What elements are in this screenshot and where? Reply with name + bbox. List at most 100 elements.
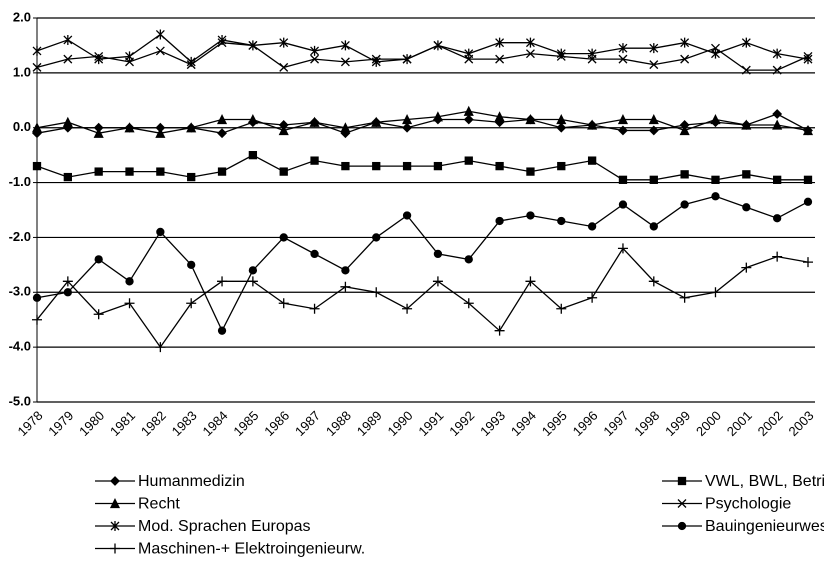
marker: [679, 125, 690, 136]
marker: [587, 222, 597, 231]
marker: [495, 54, 505, 64]
marker: [618, 54, 628, 64]
marker: [587, 292, 598, 303]
marker: [372, 233, 381, 242]
marker: [679, 292, 690, 303]
y-tick-label: -4.0: [9, 339, 31, 354]
marker: [110, 521, 120, 531]
x-tick-label: 1994: [508, 408, 539, 439]
x-tick-label: 1996: [570, 408, 601, 439]
x-tick-label: 1990: [385, 408, 416, 439]
marker: [618, 125, 628, 136]
marker: [310, 45, 320, 56]
marker: [310, 156, 319, 165]
marker: [463, 105, 474, 116]
marker: [217, 167, 227, 176]
marker: [772, 65, 782, 75]
marker: [279, 233, 288, 242]
marker: [125, 277, 134, 286]
marker: [618, 43, 628, 54]
marker: [648, 114, 659, 125]
marker: [155, 46, 165, 56]
marker: [248, 266, 258, 275]
marker: [279, 167, 288, 176]
legend-item: VWL, BWL, Betriebsinformatik: [662, 473, 824, 490]
marker: [155, 127, 166, 138]
x-tick-label: 1989: [354, 408, 385, 439]
x-tick-label: 1987: [292, 408, 323, 439]
marker: [62, 276, 73, 287]
legend-item: Mod. Sprachen Europas: [95, 518, 311, 535]
marker: [617, 243, 628, 254]
marker: [464, 48, 474, 59]
series-line: [36, 33, 809, 63]
marker: [216, 114, 228, 125]
marker: [617, 114, 629, 125]
marker: [32, 161, 42, 171]
y-tick-label: 2.0: [13, 9, 31, 24]
marker: [432, 276, 443, 287]
marker: [556, 48, 566, 59]
marker: [772, 109, 783, 119]
marker: [402, 114, 413, 125]
marker: [710, 114, 721, 125]
legend-label: Bauingenieurwesen: [705, 518, 824, 535]
legend-label: Humanmedizin: [138, 473, 245, 490]
marker: [649, 43, 659, 54]
marker: [402, 303, 413, 314]
marker: [526, 167, 535, 176]
marker: [156, 167, 165, 176]
x-tick-label: 1997: [600, 408, 631, 439]
marker: [525, 49, 535, 59]
x-tick-label: 1991: [415, 408, 446, 439]
marker: [618, 200, 628, 209]
marker: [340, 57, 350, 67]
marker: [773, 214, 782, 223]
marker: [279, 37, 289, 48]
marker: [556, 114, 567, 125]
marker: [125, 167, 134, 176]
marker: [677, 521, 687, 531]
x-tick-label: 2001: [724, 408, 755, 439]
marker: [677, 499, 687, 508]
marker: [341, 161, 350, 171]
marker: [279, 62, 289, 72]
marker: [109, 498, 121, 509]
marker: [587, 119, 598, 130]
x-tick-label: 1995: [539, 408, 570, 439]
marker: [187, 172, 196, 182]
marker: [680, 170, 689, 179]
marker: [557, 161, 566, 171]
marker: [556, 122, 567, 133]
marker: [402, 161, 412, 171]
y-tick-label: 0.0: [13, 119, 31, 134]
marker: [525, 37, 535, 48]
marker: [187, 260, 196, 270]
marker: [677, 476, 687, 486]
marker: [803, 257, 813, 268]
marker: [803, 197, 813, 206]
marker: [32, 314, 42, 325]
legend-label: Mod. Sprachen Europas: [138, 518, 311, 535]
marker: [156, 227, 165, 237]
marker: [186, 122, 197, 133]
legend-item: Psychologie: [662, 496, 791, 513]
x-tick-label: 1981: [107, 408, 138, 439]
marker: [402, 122, 412, 133]
marker: [63, 288, 72, 297]
x-tick-label: 1986: [261, 408, 292, 439]
marker: [217, 34, 227, 45]
marker: [31, 122, 43, 133]
y-tick-label: -2.0: [9, 229, 31, 244]
x-tick-label: 1988: [323, 408, 354, 439]
marker: [711, 48, 720, 59]
marker: [802, 125, 814, 136]
marker: [309, 303, 320, 314]
marker: [680, 37, 690, 48]
marker: [217, 326, 227, 335]
marker: [248, 40, 258, 51]
marker: [742, 170, 751, 179]
marker: [371, 116, 382, 127]
legend-item: Recht: [95, 496, 180, 513]
